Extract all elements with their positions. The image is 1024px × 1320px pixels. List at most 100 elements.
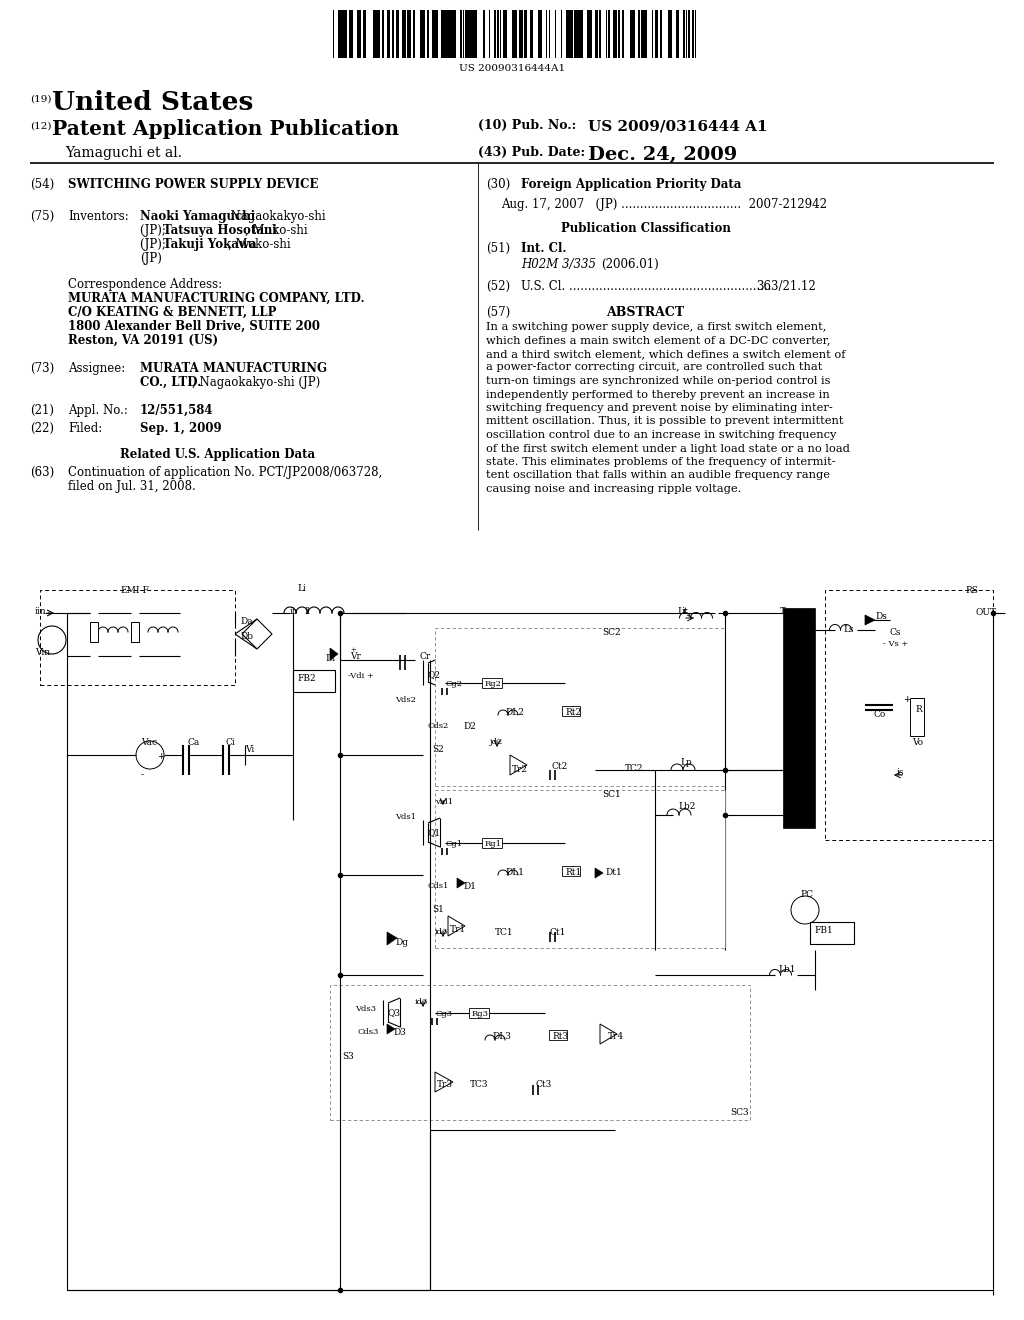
Text: Foreign Application Priority Data: Foreign Application Priority Data xyxy=(521,178,741,191)
Bar xyxy=(539,11,542,58)
Bar xyxy=(394,11,396,58)
Bar xyxy=(580,11,582,58)
Bar xyxy=(555,11,558,58)
Bar xyxy=(90,622,98,642)
Bar xyxy=(408,11,411,58)
Bar xyxy=(562,866,580,876)
Bar xyxy=(669,11,672,58)
Text: it: it xyxy=(682,607,688,616)
Bar xyxy=(472,11,475,58)
Text: Vo: Vo xyxy=(912,738,923,747)
Bar xyxy=(564,11,566,58)
Bar xyxy=(662,11,664,58)
Bar xyxy=(467,11,469,58)
Text: 1800 Alexander Bell Drive, SUITE 200: 1800 Alexander Bell Drive, SUITE 200 xyxy=(68,319,319,333)
Text: H02M 3/335: H02M 3/335 xyxy=(521,257,596,271)
Bar xyxy=(519,11,521,58)
Bar xyxy=(622,11,624,58)
Text: Tr2: Tr2 xyxy=(512,766,528,774)
Text: TC3: TC3 xyxy=(470,1080,488,1089)
Text: mittent oscillation. Thus, it is possible to prevent intermittent: mittent oscillation. Thus, it is possibl… xyxy=(486,417,844,426)
Bar xyxy=(335,11,337,58)
Text: Di: Di xyxy=(325,653,335,663)
Bar xyxy=(508,11,510,58)
Text: id3: id3 xyxy=(415,998,428,1006)
Text: Lp: Lp xyxy=(680,758,692,767)
Bar xyxy=(550,11,553,58)
Text: Rg1: Rg1 xyxy=(485,840,502,847)
Text: -Vdi +: -Vdi + xyxy=(348,672,374,680)
Bar xyxy=(440,11,443,58)
Bar xyxy=(453,11,456,58)
Text: state. This eliminates problems of the frequency of intermit-: state. This eliminates problems of the f… xyxy=(486,457,836,467)
Text: Co: Co xyxy=(873,710,886,719)
Bar xyxy=(529,11,532,58)
Bar xyxy=(411,11,413,58)
Text: T: T xyxy=(780,607,786,616)
Bar xyxy=(574,11,577,58)
Text: Tr3: Tr3 xyxy=(437,1080,453,1089)
Bar xyxy=(647,11,649,58)
Text: Naoki Yamaguchi: Naoki Yamaguchi xyxy=(140,210,255,223)
Bar xyxy=(560,11,562,58)
Bar xyxy=(688,11,690,58)
Bar xyxy=(526,11,529,58)
Bar xyxy=(293,671,335,692)
Bar xyxy=(621,11,622,58)
Text: Db: Db xyxy=(240,632,253,642)
Text: RS: RS xyxy=(965,586,978,595)
Bar xyxy=(698,11,700,58)
Bar xyxy=(429,11,431,58)
Text: (21): (21) xyxy=(30,404,54,417)
Text: Vds2: Vds2 xyxy=(395,696,416,704)
Text: D1: D1 xyxy=(463,882,476,891)
Bar xyxy=(420,11,422,58)
Text: Cs: Cs xyxy=(890,628,901,638)
Bar xyxy=(494,11,496,58)
Bar xyxy=(358,11,360,58)
Text: Aug. 17, 2007   (JP) ................................  2007-212942: Aug. 17, 2007 (JP) .....................… xyxy=(501,198,827,211)
Bar xyxy=(40,590,234,685)
Bar xyxy=(435,789,725,948)
Bar xyxy=(617,11,620,58)
Bar xyxy=(590,11,592,58)
Text: +: + xyxy=(350,645,355,653)
Text: of the first switch element under a light load state or a no load: of the first switch element under a ligh… xyxy=(486,444,850,454)
Text: S2: S2 xyxy=(432,744,443,754)
Text: (JP): (JP) xyxy=(140,252,162,265)
Text: FB2: FB2 xyxy=(297,675,315,682)
Text: Lb2: Lb2 xyxy=(678,803,695,810)
Text: Ct1: Ct1 xyxy=(550,928,566,937)
Text: Vds3: Vds3 xyxy=(355,1005,376,1012)
Bar xyxy=(673,11,676,58)
Bar xyxy=(583,11,585,58)
Bar xyxy=(578,11,580,58)
Bar xyxy=(597,11,599,58)
Text: PC: PC xyxy=(800,890,813,899)
Bar xyxy=(535,11,538,58)
Text: ib: ib xyxy=(290,607,299,616)
Bar xyxy=(389,11,392,58)
Text: (43) Pub. Date:: (43) Pub. Date: xyxy=(478,147,585,158)
Text: Filed:: Filed: xyxy=(68,422,102,436)
Bar xyxy=(665,11,667,58)
Text: Q3: Q3 xyxy=(387,1008,400,1016)
Text: Da: Da xyxy=(240,616,253,626)
Text: Vi: Vi xyxy=(245,744,254,754)
Bar xyxy=(399,11,401,58)
Bar xyxy=(382,11,384,58)
Bar xyxy=(384,11,386,58)
Bar xyxy=(351,11,353,58)
Text: Vr: Vr xyxy=(350,652,360,661)
Bar xyxy=(480,11,483,58)
Text: United States: United States xyxy=(52,90,253,115)
Bar xyxy=(562,706,580,715)
Text: Rg3: Rg3 xyxy=(472,1010,489,1018)
Text: - Vs +: - Vs + xyxy=(883,640,908,648)
Bar xyxy=(510,11,512,58)
Bar xyxy=(469,1008,489,1018)
Text: +: + xyxy=(157,752,165,762)
Text: Vin: Vin xyxy=(35,648,50,657)
Bar xyxy=(460,11,462,58)
Bar xyxy=(331,11,333,58)
